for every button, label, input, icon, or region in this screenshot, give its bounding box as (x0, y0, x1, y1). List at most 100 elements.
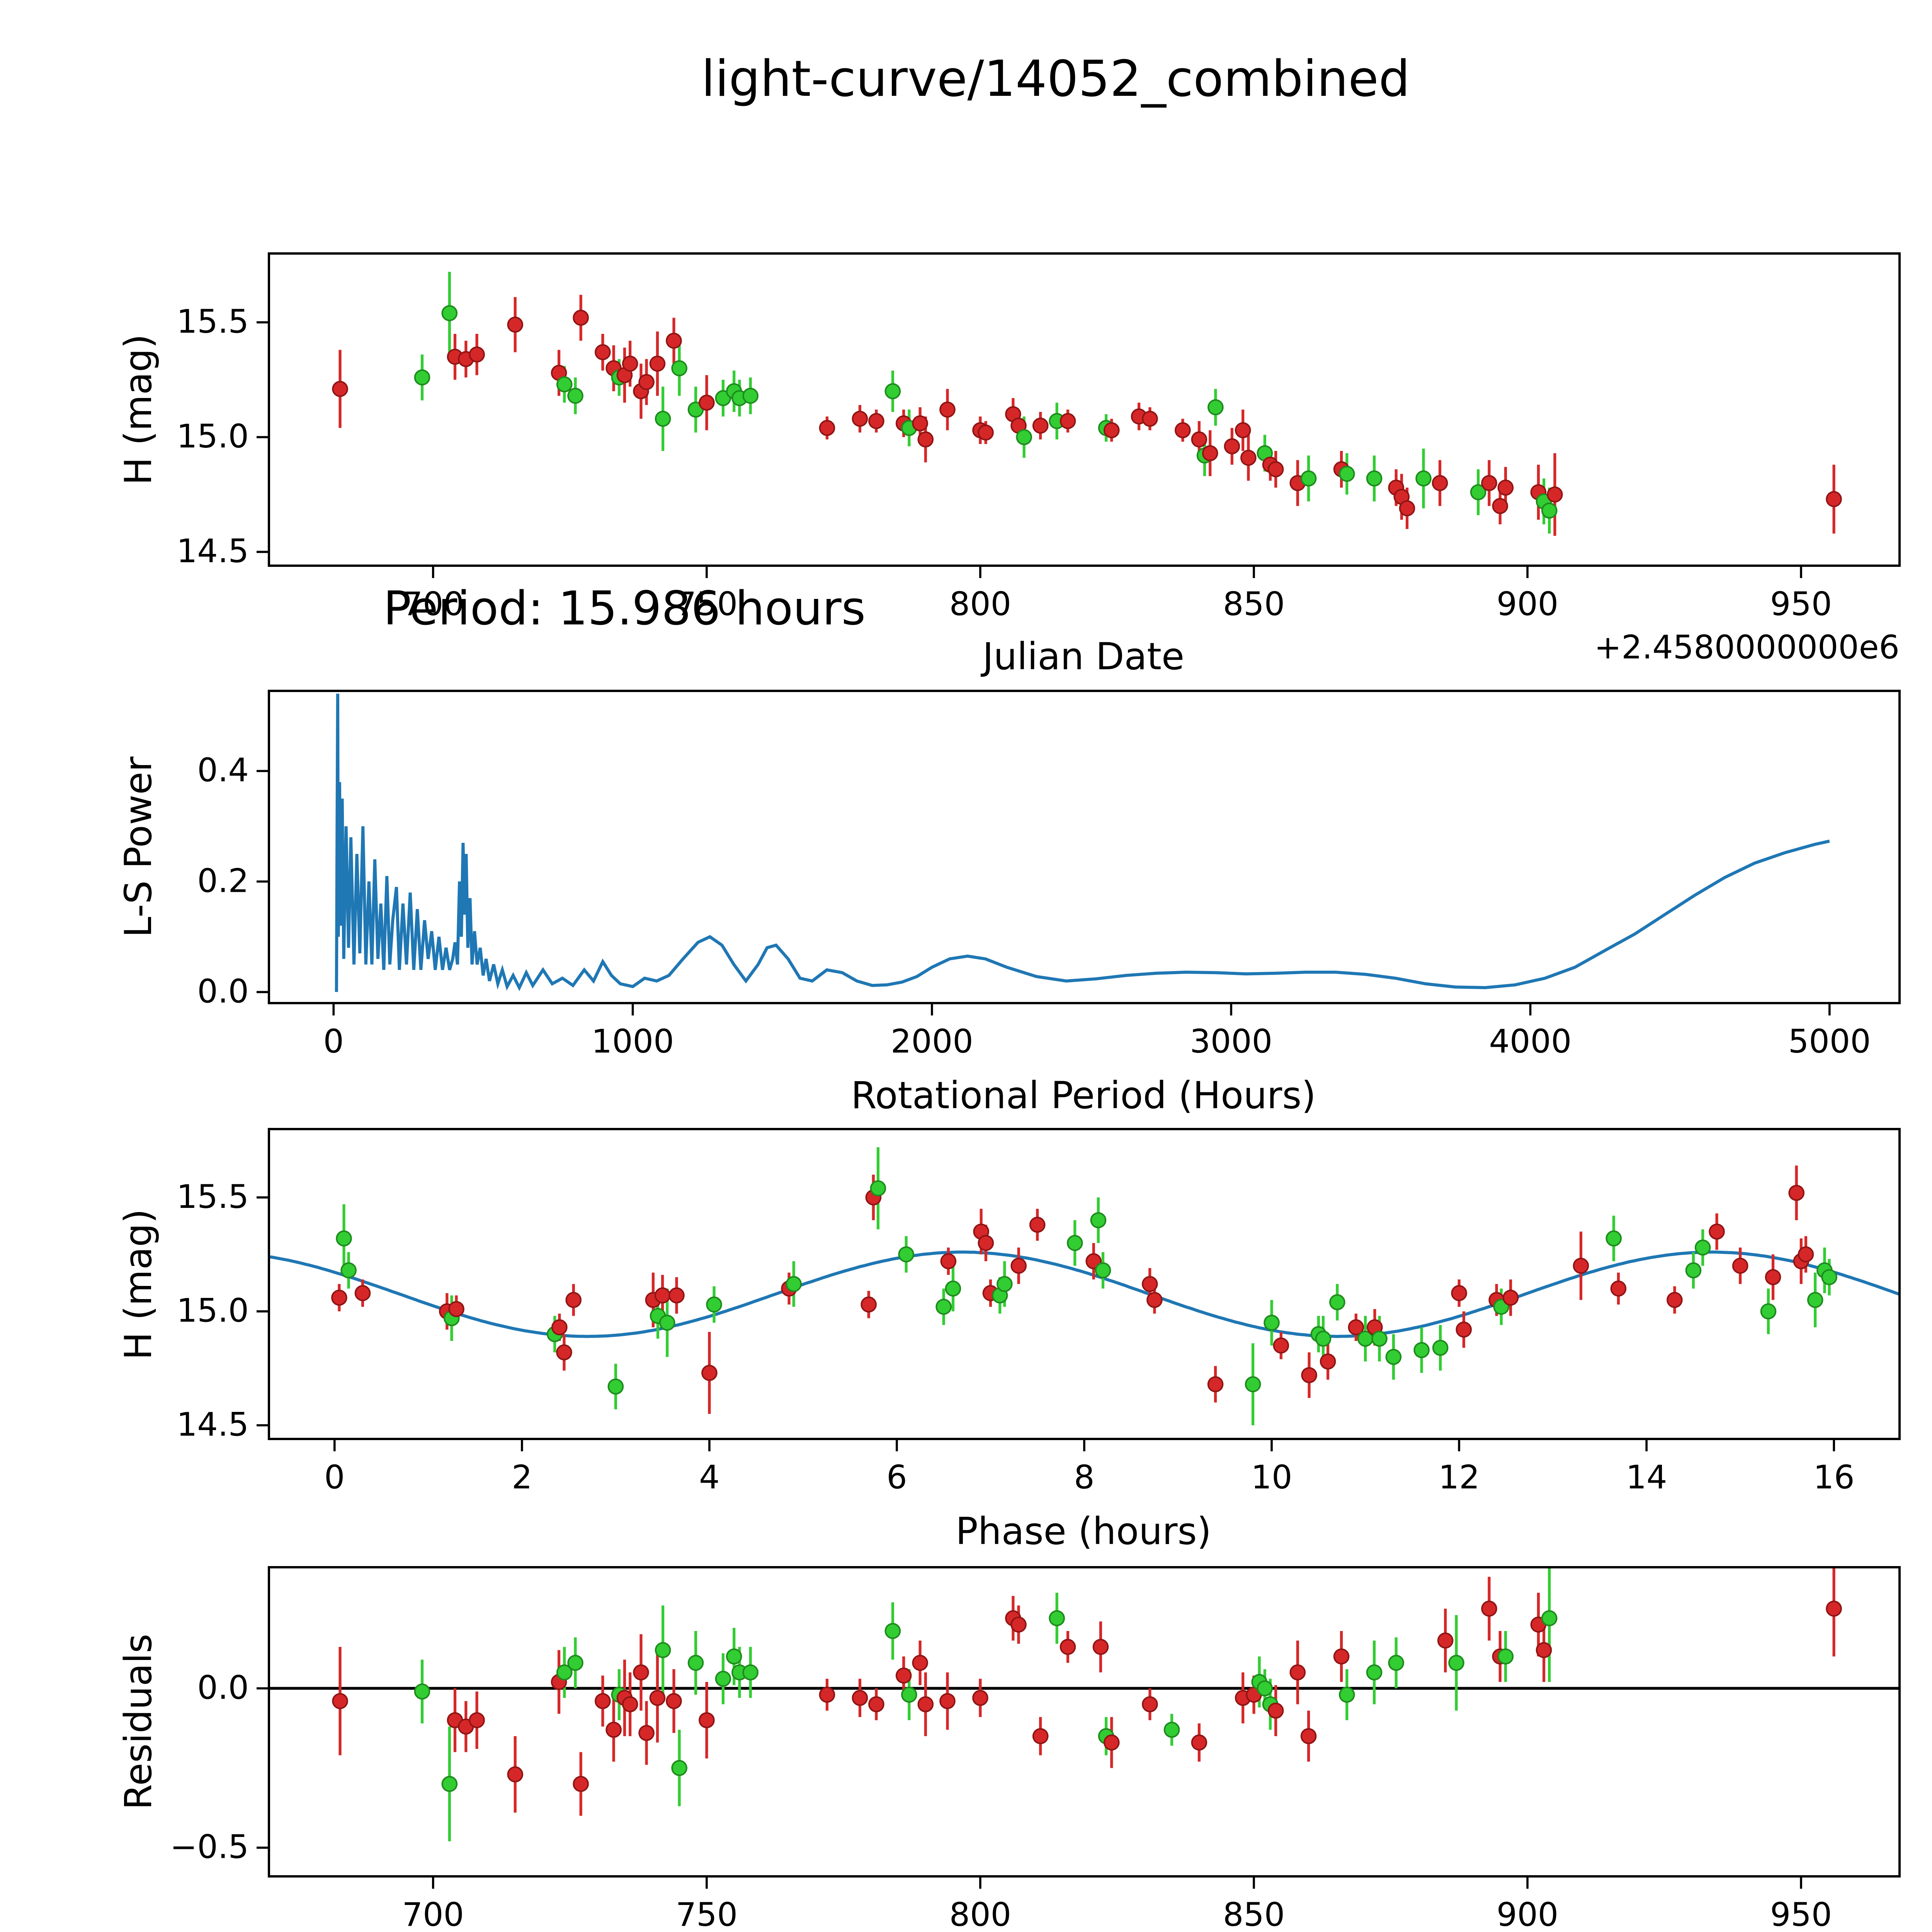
data-point (1010, 1616, 1027, 1633)
data-point (556, 376, 573, 393)
data-point (1541, 1610, 1558, 1626)
y-tick-label: 15.5 (177, 303, 249, 340)
residuals-plot-area (269, 1567, 1900, 1842)
data-point (638, 374, 655, 390)
x-tick-label: 14 (1626, 1458, 1667, 1496)
data-point (1320, 1353, 1336, 1370)
data-point (1547, 486, 1563, 503)
data-point (331, 1289, 347, 1306)
data-point (556, 1664, 573, 1680)
data-point (1289, 1664, 1306, 1680)
x-tick-label: 10 (1251, 1458, 1293, 1496)
data-point (1104, 422, 1120, 439)
data-point (1049, 1610, 1065, 1626)
data-point (336, 1230, 352, 1247)
x-tick-label: 900 (1497, 1896, 1558, 1932)
data-point (1257, 1680, 1273, 1697)
data-point (940, 1253, 957, 1269)
data-point (1694, 1239, 1711, 1256)
data-point (868, 413, 884, 429)
data-point (997, 1276, 1013, 1292)
data-point (671, 360, 687, 376)
data-point (1142, 1696, 1158, 1713)
data-point (1146, 1292, 1163, 1308)
y-tick-label: 15.5 (177, 1178, 249, 1216)
data-point (1497, 480, 1514, 496)
data-point (595, 344, 611, 361)
data-point (898, 1246, 914, 1263)
data-point (1709, 1223, 1725, 1240)
data-point (1497, 1648, 1514, 1665)
x-tick-label: 850 (1223, 1896, 1285, 1932)
data-point (1573, 1258, 1589, 1274)
data-point (666, 1693, 682, 1709)
x-tick-label: 6 (886, 1458, 907, 1496)
data-point (870, 1180, 886, 1197)
data-point (1798, 1246, 1814, 1263)
data-point (1142, 410, 1158, 427)
x-tick-label: 2 (512, 1458, 532, 1496)
data-point (1388, 1655, 1404, 1671)
data-point (1667, 1292, 1683, 1308)
data-point (1470, 484, 1486, 500)
data-point (1104, 1734, 1120, 1751)
data-point (556, 1344, 572, 1361)
x-tick-label: 3000 (1190, 1022, 1272, 1060)
light-curve-axes-frame (268, 252, 1901, 567)
data-point (868, 1696, 884, 1713)
y-tick-label: 14.5 (177, 1405, 249, 1443)
lightcurve-x-offset-label: +2.4580000000e6 (1594, 629, 1900, 666)
data-point (1685, 1262, 1702, 1279)
data-point (332, 381, 348, 397)
periodogram-y-axis-label: L-S Power (117, 756, 161, 938)
data-point (1481, 475, 1497, 491)
data-point (1032, 1728, 1049, 1744)
data-point (1301, 1367, 1317, 1383)
y-tick-label: 0.4 (197, 751, 249, 789)
data-point (668, 1287, 685, 1304)
data-point (1451, 1285, 1467, 1301)
x-tick-label: 0 (324, 1458, 345, 1496)
data-point (1315, 1330, 1332, 1347)
data-point (1060, 1639, 1076, 1655)
data-point (1224, 438, 1240, 454)
data-point (659, 1315, 675, 1331)
data-point (1338, 466, 1355, 482)
data-point (945, 1280, 961, 1297)
data-point (1432, 1340, 1449, 1356)
data-point (607, 1378, 624, 1395)
data-point (742, 388, 759, 404)
data-point (1202, 445, 1218, 461)
data-point (819, 420, 835, 436)
data-point (551, 1319, 568, 1335)
data-point (1264, 1315, 1280, 1331)
x-tick-label: 8 (1074, 1458, 1094, 1496)
phased-y-axis-label: H (mag) (117, 1209, 161, 1360)
phased-light-curve-axes-frame (268, 1128, 1901, 1440)
data-point (1399, 500, 1415, 517)
data-point (1095, 1262, 1111, 1279)
data-point (935, 1299, 952, 1315)
data-point (1141, 1276, 1158, 1292)
data-point (1385, 1349, 1402, 1365)
data-point (978, 424, 994, 441)
x-tick-label: 800 (949, 1896, 1011, 1932)
data-point (1536, 1642, 1552, 1658)
data-point (1605, 1230, 1622, 1247)
data-point (1415, 470, 1432, 487)
data-point (1240, 449, 1257, 466)
data-point (884, 383, 901, 400)
y-tick-label: 0.2 (197, 862, 249, 900)
data-point (1208, 399, 1224, 415)
data-point (699, 1712, 715, 1728)
data-point (852, 410, 868, 427)
data-point (1010, 1258, 1027, 1274)
data-point (469, 1712, 485, 1728)
data-point (901, 1687, 917, 1703)
data-point (573, 1776, 589, 1792)
residuals-axes-frame (268, 1566, 1901, 1878)
data-point (1348, 1319, 1364, 1335)
data-point (1329, 1294, 1345, 1310)
data-point (1432, 475, 1448, 491)
